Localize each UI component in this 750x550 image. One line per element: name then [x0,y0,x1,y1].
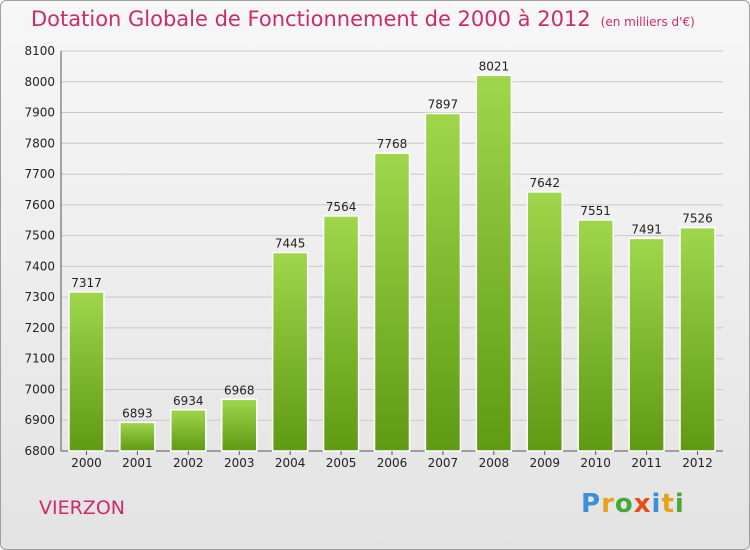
x-tick-label: 2009 [529,456,560,470]
bars [68,74,716,452]
y-tick-label: 7900 [24,106,55,120]
value-label: 7564 [326,200,357,214]
value-label: 7897 [428,97,459,111]
bar-2004 [271,251,309,452]
value-label: 6893 [122,406,153,420]
y-tick-label: 8100 [24,44,55,58]
x-tick-label: 2000 [71,456,102,470]
value-label: 7642 [529,176,560,190]
x-axis-ticks: 2000 2001 2002 2003 2004 2005 2006 2007 2008 2009… [71,451,713,470]
chart-subtitle: (en milliers d'€) [600,15,695,29]
y-tick-label: 7700 [24,167,55,181]
bar-2003 [220,398,258,452]
value-label: 7317 [71,276,102,290]
x-tick-label: 2010 [580,456,611,470]
x-tick-label: 2004 [275,456,306,470]
y-tick-label: 8000 [24,75,55,89]
city-name: VIERZON [39,497,125,519]
value-label: 6968 [224,383,255,397]
bar-2012 [679,226,716,452]
bar-2000 [68,291,105,452]
y-axis-ticks: 6800 6900 7000 7100 7200 7300 7400 7500 7600 7700… [24,44,55,458]
x-tick-label: 2008 [479,456,510,470]
x-tick-label: 2012 [682,456,713,470]
y-tick-label: 7000 [24,382,55,396]
proxiti-logo: Proxiti [581,489,685,519]
bar-2010 [577,219,614,452]
value-label: 6934 [173,394,204,408]
y-tick-label: 7500 [24,229,55,243]
bar-2002 [170,409,207,452]
value-label: 7526 [682,212,713,226]
value-label: 7445 [275,237,306,251]
y-tick-label: 7600 [24,198,55,212]
x-tick-label: 2005 [326,456,357,470]
x-tick-label: 2006 [377,456,408,470]
bar-2009 [526,191,564,452]
x-tick-label: 2001 [122,456,153,470]
value-label: 7551 [580,204,611,218]
x-tick-label: 2002 [173,456,204,470]
bar-2008 [475,74,513,452]
chart-title-text: Dotation Globale de Fonctionnement de 20… [31,7,591,31]
value-label: 8021 [479,59,510,73]
x-tick-label: 2007 [428,456,459,470]
value-labels: 7317 6893 6934 6968 7445 7564 7768 7897 8021 7642… [71,59,713,420]
bar-2007 [424,112,462,452]
y-tick-label: 7200 [24,321,55,335]
chart-title: Dotation Globale de Fonctionnement de 20… [31,7,695,31]
bar-2001 [119,421,156,452]
bar-2005 [322,215,360,452]
y-tick-label: 7100 [24,352,55,366]
bar-2006 [373,152,411,452]
bar-2011 [628,237,665,452]
value-label: 7491 [631,222,662,236]
x-tick-label: 2011 [631,456,662,470]
value-label: 7768 [377,137,408,151]
y-tick-label: 7800 [24,136,55,150]
y-tick-label: 6900 [24,413,55,427]
y-tick-label: 7400 [24,259,55,273]
y-tick-label: 6800 [24,444,55,458]
y-tick-label: 7300 [24,290,55,304]
x-tick-label: 2003 [224,456,255,470]
